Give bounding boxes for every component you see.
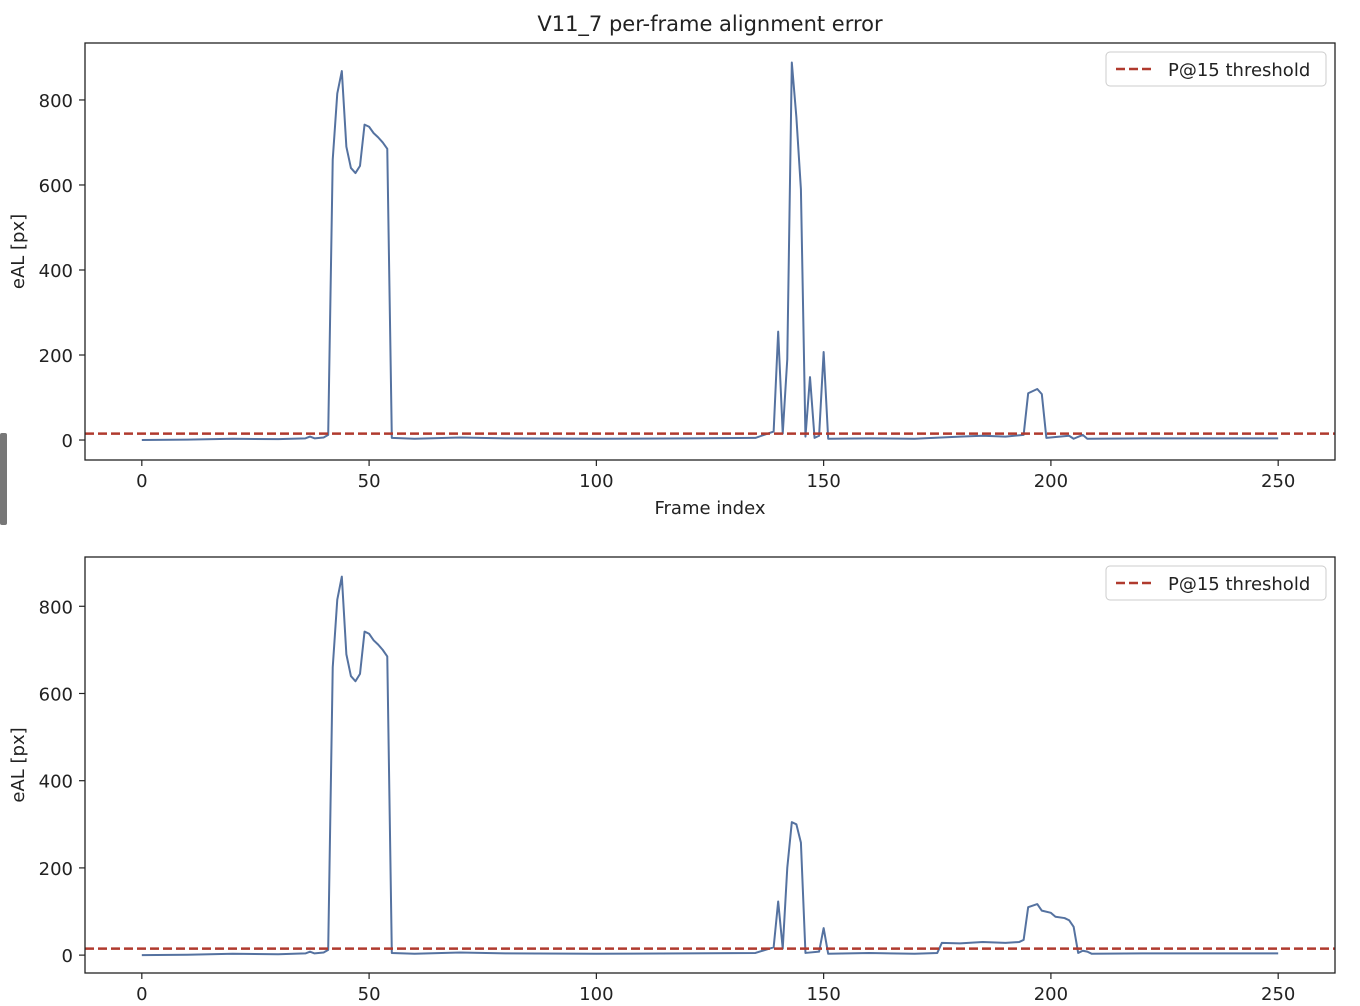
x-tick-label: 0 (136, 471, 147, 492)
y-axis-label: eAL [px] (8, 727, 29, 802)
x-tick-label: 250 (1261, 471, 1295, 492)
legend-box (1105, 51, 1327, 87)
chart-title: V11_7 per-frame alignment error (537, 12, 883, 37)
plot-frame (84, 42, 1336, 461)
x-axis-label: Frame index (654, 498, 765, 519)
subplot: 0 200 400 600 800 0 50 100 150 200 250 eAL [px] P@15… (8, 556, 1336, 1005)
y-tick-label: 800 (39, 597, 73, 618)
y-tick-label: 600 (39, 176, 73, 197)
x-tick-label: 200 (1034, 984, 1068, 1005)
legend-label: P@15 threshold (1168, 60, 1310, 81)
subplot: V11_7 per-frame alignment error 0 200 400 60… (8, 12, 1336, 519)
x-tick-label: 50 (358, 471, 381, 492)
x-tick-label: 200 (1034, 471, 1068, 492)
x-tick-label: 100 (579, 471, 613, 492)
x-tick-label: 250 (1261, 984, 1295, 1005)
x-tick-label: 50 (358, 984, 381, 1005)
y-axis-label: eAL [px] (8, 214, 29, 289)
legend-label: P@15 threshold (1168, 574, 1310, 595)
y-tick-label: 0 (62, 431, 73, 452)
y-tick-label: 400 (39, 261, 73, 282)
scroll-handle (0, 433, 7, 525)
y-tick-label: 0 (62, 946, 73, 967)
y-tick-label: 200 (39, 346, 73, 367)
x-tick-label: 100 (579, 984, 613, 1005)
x-tick-label: 150 (806, 471, 840, 492)
legend-box (1105, 565, 1327, 601)
y-tick-label: 800 (39, 91, 73, 112)
data-line (141, 61, 1279, 442)
x-tick-label: 150 (806, 984, 840, 1005)
y-tick-label: 400 (39, 772, 73, 793)
plot-frame (84, 556, 1336, 974)
y-tick-label: 600 (39, 684, 73, 705)
y-tick-label: 200 (39, 859, 73, 880)
x-tick-label: 0 (136, 984, 147, 1005)
